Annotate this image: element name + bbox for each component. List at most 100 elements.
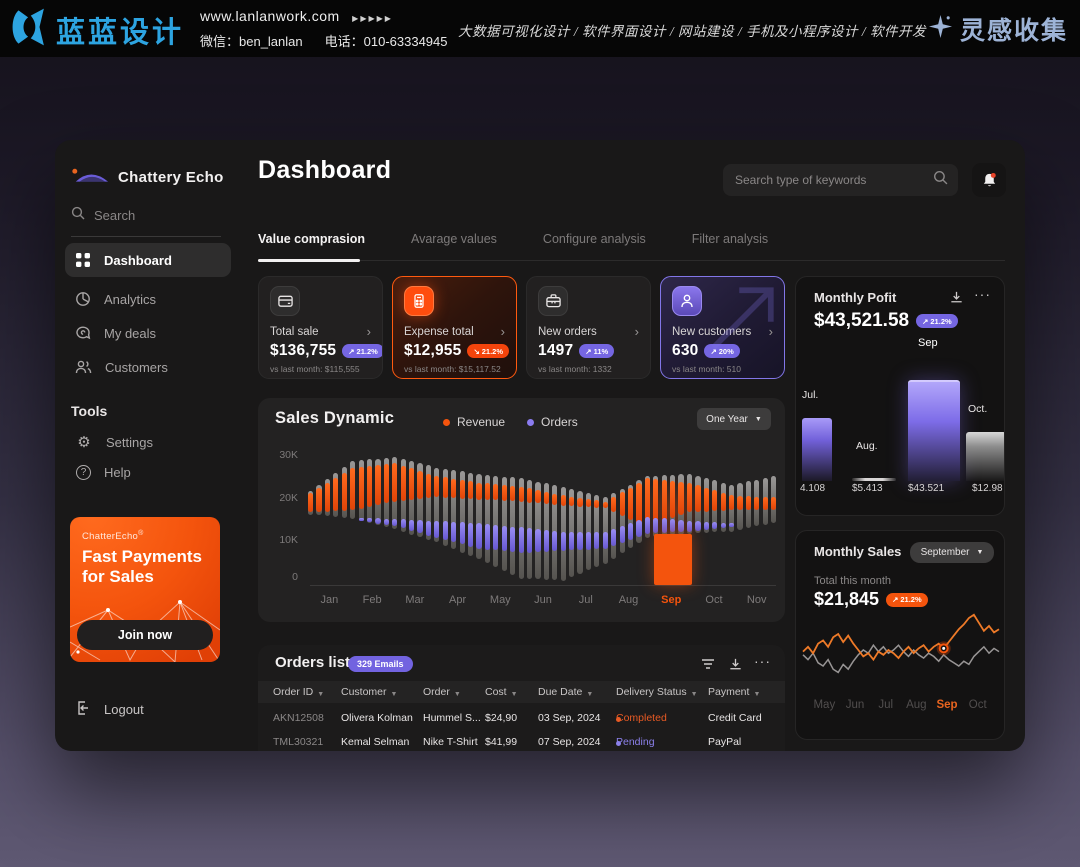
banner-wechat: 微信：ben_lanlan <box>200 34 303 49</box>
sales-dynamic-card: Sales Dynamic Revenue Orders One Year ▼ 30… <box>258 398 785 622</box>
stat-card-badge: ↘ 21.2% <box>467 344 510 358</box>
tab-filter-analysis[interactable]: Filter analysis <box>691 232 769 246</box>
download-icon[interactable] <box>728 657 743 672</box>
stat-card-expense-total[interactable]: Expense total › $12,955 ↘ 21.2% vs last month… <box>392 276 517 379</box>
banner-collection: 灵感收集 <box>928 11 1068 47</box>
stat-icon-tile <box>270 286 300 316</box>
people-icon <box>75 359 92 375</box>
profit-bar-month: Oct. <box>968 403 988 415</box>
more-options-icon[interactable]: ··· <box>754 653 771 669</box>
stat-card-label: New customers <box>672 325 752 338</box>
sort-caret-icon: ▼ <box>510 691 518 698</box>
month-label-apr: Apr <box>449 594 467 606</box>
col-header-due-date[interactable]: Due Date ▼ <box>538 686 594 698</box>
sidebar-item-label: My deals <box>104 325 157 341</box>
y-tick: 30K <box>279 449 298 461</box>
filter-icon[interactable] <box>701 658 715 670</box>
month-select[interactable]: September ▼ <box>910 542 994 563</box>
stat-card-total-sale[interactable]: Total sale › $136,755 ↗ 21.2% vs last month: … <box>258 276 383 379</box>
sidebar-item-dashboard[interactable]: Dashboard <box>65 243 231 277</box>
customer-cell: Kemal Selman <box>341 736 410 748</box>
table-row[interactable]: AKN12508 Olivera Kolman Hummel S... $24,90 0… <box>258 707 785 730</box>
tab-configure-analysis[interactable]: Configure analysis <box>542 232 646 246</box>
notifications-button[interactable] <box>972 163 1006 197</box>
calculator-icon <box>411 293 427 309</box>
sort-caret-icon: ▼ <box>453 691 461 698</box>
col-header-order[interactable]: Order ▼ <box>423 686 461 698</box>
stat-card-new-orders[interactable]: New orders › 1497 ↗ 11% vs last month: 1332 <box>526 276 651 379</box>
sidebar-item-help[interactable]: ? Help <box>65 458 231 486</box>
sidebar-item-analytics[interactable]: Analytics <box>65 283 231 315</box>
logout-button[interactable]: Logout <box>75 700 144 719</box>
monthly-sales-card: Monthly Sales September ▼ Total this mont… <box>795 530 1005 740</box>
tab-value-comprasion[interactable]: Value comprasion <box>258 232 365 246</box>
col-header-delivery-status[interactable]: Delivery Status ▼ <box>616 686 698 698</box>
sales-dynamic-title: Sales Dynamic <box>275 409 395 427</box>
sidebar-search[interactable] <box>71 206 221 237</box>
month-label-jun: Jun <box>534 594 552 606</box>
month-label-jan: Jan <box>320 594 339 606</box>
download-icon[interactable] <box>949 290 964 305</box>
sidebar-item-my-deals[interactable]: My deals <box>65 317 231 349</box>
trend-up-icon: ↗ <box>348 346 355 356</box>
chevron-right-icon: › <box>768 324 773 339</box>
profit-bar-month: Jul. <box>802 389 819 401</box>
sidebar-item-settings[interactable]: ⚙ Settings <box>65 428 231 456</box>
col-header-customer[interactable]: Customer ▼ <box>341 686 398 698</box>
pie-icon <box>75 291 91 307</box>
sep-highlight-bar <box>654 534 692 585</box>
month-label-oct: Oct <box>705 594 723 606</box>
header-search[interactable] <box>723 164 958 196</box>
legend-item-orders[interactable]: Orders <box>527 415 578 429</box>
stat-card-value: $136,755 <box>270 342 337 359</box>
table-row[interactable]: TML30321 Kemal Selman Nike T-Shirt $41,99 07… <box>258 731 785 751</box>
month-label-jun: Jun <box>845 699 865 711</box>
profit-bar-month: Sep <box>918 337 938 349</box>
join-now-button[interactable]: Join now <box>77 620 213 650</box>
stat-card-sub: vs last month: 1332 <box>538 364 612 374</box>
sidebar-search-input[interactable] <box>94 208 204 223</box>
status-dot-icon <box>616 741 621 746</box>
month-label-feb: Feb <box>362 594 382 606</box>
profit-bar-month: Aug. <box>856 440 878 452</box>
tab-avarage-values[interactable]: Avarage values <box>410 232 497 246</box>
header-search-input[interactable] <box>735 173 933 187</box>
chart-legend: Revenue Orders <box>443 415 578 429</box>
stat-card-badge: ↗ 11% <box>579 344 615 358</box>
monthly-sales-title: Monthly Sales <box>814 544 902 559</box>
chevron-right-icon: › <box>500 324 505 339</box>
page-title: Dashboard <box>258 156 392 184</box>
grid-icon <box>75 252 91 268</box>
y-tick: 0 <box>292 571 298 583</box>
promo-brand: ChatterEcho® <box>82 530 144 543</box>
more-options-icon[interactable]: ··· <box>974 286 991 302</box>
search-icon[interactable] <box>933 170 948 190</box>
stat-card-sub: vs last month: $115,555 <box>270 364 360 374</box>
total-this-month-label: Total this month <box>814 575 892 587</box>
col-header-order-id[interactable]: Order ID ▼ <box>273 686 325 698</box>
monthly-profit-title: Monthly Pofit <box>814 290 897 305</box>
chevron-down-icon: ▼ <box>754 415 762 423</box>
stat-card-value: $12,955 <box>404 342 462 359</box>
profit-bar-jul <box>802 418 832 481</box>
month-label-aug: Aug <box>618 594 639 606</box>
monthly-sales-chart <box>801 581 1001 716</box>
col-header-cost[interactable]: Cost ▼ <box>485 686 518 698</box>
stat-card-sub: vs last month: 510 <box>672 364 741 374</box>
tools-heading: Tools <box>71 403 108 419</box>
profit-bar-value: 4.108 <box>800 483 826 494</box>
sort-caret-icon: ▼ <box>586 691 594 698</box>
month-label-aug: Aug <box>906 699 927 711</box>
banner-services: 大数据可视化设计 / 软件界面设计 / 网站建设 / 手机及小程序设计 / 软件… <box>458 24 927 39</box>
search-icon <box>71 206 85 225</box>
trend-up-icon: ↗ <box>922 316 929 326</box>
orders-list-title: Orders list <box>275 654 351 671</box>
profit-bar-value: $12.98 <box>972 483 1003 494</box>
stat-card-new-customers[interactable]: New customers › 630 ↗ 20% vs last month: 510 <box>660 276 785 379</box>
legend-item-revenue[interactable]: Revenue <box>443 415 505 429</box>
col-header-payment[interactable]: Payment ▼ <box>708 686 761 698</box>
range-select[interactable]: One Year ▼ <box>697 408 771 430</box>
profit-bar-oct <box>966 432 1004 481</box>
sidebar-item-customers[interactable]: Customers <box>65 351 231 383</box>
